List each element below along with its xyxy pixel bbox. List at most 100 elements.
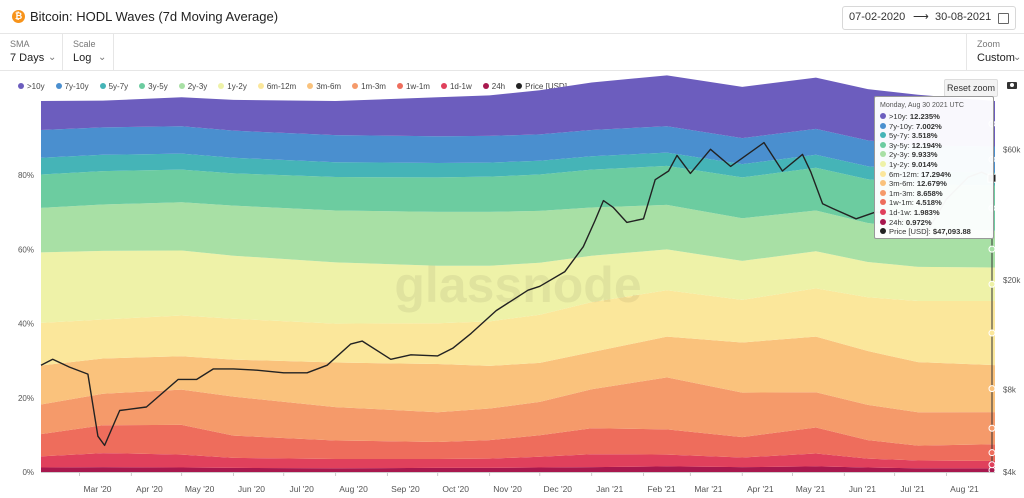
tooltip-row: >10y: 12.235% bbox=[880, 112, 940, 122]
camera-icon[interactable] bbox=[1007, 82, 1017, 89]
legend-item[interactable]: >10y bbox=[18, 82, 45, 91]
zoom-select[interactable]: Zoom Custom ⌄ bbox=[966, 34, 1024, 70]
legend-item[interactable]: 1m-3m bbox=[352, 82, 386, 91]
legend-label: 1w-1m bbox=[405, 82, 430, 91]
legend-item[interactable]: 7y-10y bbox=[55, 82, 89, 91]
tooltip-value: 7.002% bbox=[916, 121, 942, 131]
legend-item[interactable]: 5y-7y bbox=[99, 82, 128, 91]
chart-legend: >10y 7y-10y 5y-7y 3y-5y 2y-3y 1y-2y 6m-12m 3m-6… bbox=[18, 82, 578, 94]
legend-dot-icon bbox=[440, 83, 447, 89]
y-tick-label: 80% bbox=[18, 171, 34, 180]
legend-dot-icon bbox=[55, 83, 62, 89]
sma-label: SMA bbox=[10, 39, 30, 49]
legend-label: 7y-10y bbox=[64, 82, 89, 91]
tooltip-value: 9.014% bbox=[911, 160, 938, 169]
chevron-down-icon[interactable]: ⌄ bbox=[48, 52, 57, 63]
x-tick-label: Apr '20 bbox=[136, 484, 163, 494]
x-tick-label: Jul '21 bbox=[900, 484, 925, 494]
date-range-picker[interactable]: 07-02-2020 ⟶ 30-08-2021 bbox=[842, 6, 1016, 30]
legend-label: 1d-1w bbox=[449, 82, 472, 91]
legend-dot-icon bbox=[178, 83, 185, 89]
tooltip-label: 1d-1w: bbox=[889, 208, 914, 217]
tooltip-row: 24h: 0.972% bbox=[880, 218, 932, 228]
tooltip-row: 3m-6m: 12.679% bbox=[880, 179, 947, 189]
tooltip-row: 1m-3m: 8.658% bbox=[880, 189, 943, 199]
legend-item[interactable]: 2y-3y bbox=[178, 82, 207, 91]
zoom-value[interactable]: Custom bbox=[977, 52, 1015, 64]
tooltip-value: 1.983% bbox=[913, 208, 940, 217]
legend-dot-icon bbox=[18, 83, 24, 89]
sma-select[interactable]: SMA 7 Days ⌄ bbox=[0, 34, 63, 70]
area-band-24h[interactable] bbox=[41, 466, 995, 472]
area-band-2y-3y[interactable] bbox=[41, 202, 995, 268]
x-tick-label: Apr '21 bbox=[747, 484, 774, 494]
legend-item[interactable]: 3m-6m bbox=[307, 82, 341, 91]
y-tick-label: 40% bbox=[18, 320, 34, 329]
sma-value[interactable]: 7 Days bbox=[10, 52, 45, 64]
x-tick-label: Jan '21 bbox=[596, 484, 623, 494]
area-band--10y[interactable] bbox=[41, 75, 995, 147]
tooltip-value: 4.518% bbox=[916, 198, 942, 208]
x-tick-label: Mar '20 bbox=[83, 484, 111, 494]
tooltip-dot-icon bbox=[880, 122, 886, 129]
chevron-down-icon[interactable]: ⌄ bbox=[1013, 52, 1022, 63]
tooltip-value: 9.933% bbox=[911, 150, 938, 160]
legend-label: >10y bbox=[27, 82, 45, 91]
x-tick-label: Nov '20 bbox=[493, 484, 522, 494]
tooltip-value: 12.235% bbox=[909, 112, 940, 121]
tooltip-dot-icon bbox=[880, 170, 886, 177]
scale-value[interactable]: Log bbox=[73, 52, 92, 64]
tooltip-row: 1d-1w: 1.983% bbox=[880, 208, 940, 218]
tooltip-date: Monday, Aug 30 2021 UTC bbox=[880, 102, 964, 109]
legend-label: 1m-3m bbox=[361, 82, 386, 91]
price-line[interactable] bbox=[40, 141, 996, 447]
area-band-1w-1m[interactable] bbox=[41, 424, 995, 462]
area-band-5y-7y[interactable] bbox=[41, 152, 995, 186]
tooltip-value: 17.294% bbox=[921, 169, 952, 179]
area-band-1m-3m[interactable] bbox=[41, 377, 995, 446]
tooltip-label: 24h: bbox=[889, 217, 906, 227]
tooltip-row: 5y-7y: 3.518% bbox=[880, 131, 938, 141]
legend-item[interactable]: 1w-1m bbox=[396, 82, 430, 91]
area-band-6m-12m[interactable] bbox=[41, 288, 995, 366]
legend-item[interactable]: 6m-12m bbox=[257, 82, 296, 91]
calendar-icon[interactable] bbox=[998, 13, 1009, 24]
area-band-3m-6m[interactable] bbox=[41, 336, 995, 413]
hover-marker bbox=[988, 385, 996, 393]
area-band-1y-2y[interactable] bbox=[41, 249, 995, 324]
y-tick-label: 60% bbox=[18, 245, 34, 254]
hover-marker bbox=[988, 449, 996, 457]
hover-marker bbox=[988, 329, 996, 337]
legend-dot-icon bbox=[218, 83, 225, 89]
x-tick-label: Jul '20 bbox=[290, 484, 315, 494]
legend-item[interactable]: 1y-2y bbox=[218, 82, 247, 91]
legend-item[interactable]: 1d-1w bbox=[440, 82, 472, 91]
date-arrow-icon: ⟶ bbox=[913, 11, 929, 23]
tooltip-label: Price [USD]: bbox=[889, 227, 933, 237]
tooltip-row: 6m-12m: 17.294% bbox=[880, 170, 951, 180]
legend-dot-icon bbox=[257, 83, 264, 89]
area-band-7y-10y[interactable] bbox=[41, 126, 995, 173]
legend-dot-icon bbox=[482, 83, 489, 89]
legend-item[interactable]: Price [USD] bbox=[516, 82, 567, 91]
legend-item[interactable]: 3y-5y bbox=[139, 82, 168, 91]
legend-dot-icon bbox=[139, 83, 146, 89]
tooltip-value: 12.194% bbox=[911, 140, 942, 150]
tooltip-row: 2y-3y: 9.933% bbox=[880, 150, 938, 160]
tooltip-dot-icon bbox=[880, 180, 886, 187]
area-band-1d-1w[interactable] bbox=[41, 453, 995, 469]
area-band-3y-5y[interactable] bbox=[41, 165, 995, 231]
date-to[interactable]: 30-08-2021 bbox=[935, 11, 992, 23]
tooltip-dot-icon bbox=[880, 228, 886, 235]
y-tick-label: 0% bbox=[22, 468, 34, 477]
date-from[interactable]: 07-02-2020 bbox=[849, 11, 906, 23]
legend-item[interactable]: 24h bbox=[482, 82, 505, 91]
scale-select[interactable]: Scale Log ⌄ bbox=[63, 34, 114, 70]
legend-dot-icon bbox=[396, 83, 403, 89]
x-tick-label: Dec '20 bbox=[543, 484, 572, 494]
chevron-down-icon[interactable]: ⌄ bbox=[98, 52, 107, 63]
tooltip-dot-icon bbox=[880, 189, 886, 196]
x-tick-label: Feb '21 bbox=[647, 484, 675, 494]
legend-dot-icon bbox=[307, 83, 314, 89]
